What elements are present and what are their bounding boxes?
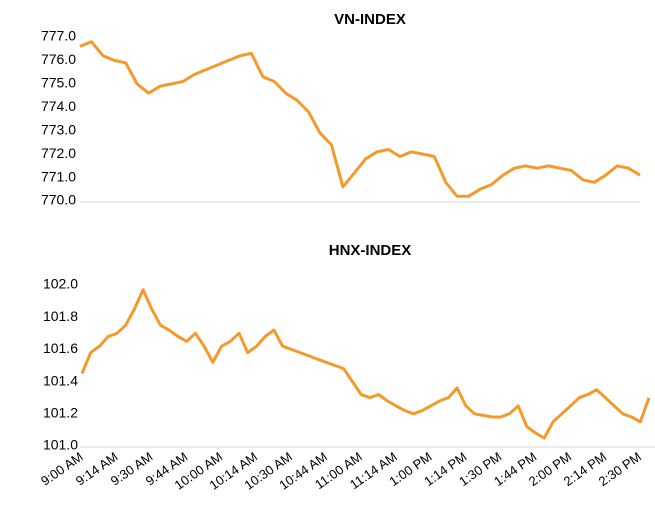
y-tick-label: 101.6 (43, 340, 78, 356)
y-tick-label: 777.0 (41, 28, 76, 44)
y-tick-label: 775.0 (41, 75, 76, 91)
y-tick-label: 776.0 (41, 51, 76, 67)
chart-title: HNX-INDEX (329, 242, 412, 259)
y-tick-label: 771.0 (41, 168, 76, 184)
y-tick-label: 773.0 (41, 121, 76, 137)
y-tick-label: 101.4 (43, 372, 78, 388)
line (80, 288, 651, 440)
y-tick-label: 102.0 (43, 276, 78, 292)
y-tick-label: 101.0 (43, 437, 78, 453)
chart-title: VN-INDEX (334, 11, 406, 28)
y-tick-label: 101.2 (43, 405, 78, 421)
y-tick-label: 101.8 (43, 308, 78, 324)
line (79, 40, 641, 198)
y-tick-label: 770.0 (41, 192, 76, 208)
y-tick-label: 772.0 (41, 145, 76, 161)
y-tick-label: 774.0 (41, 98, 76, 114)
